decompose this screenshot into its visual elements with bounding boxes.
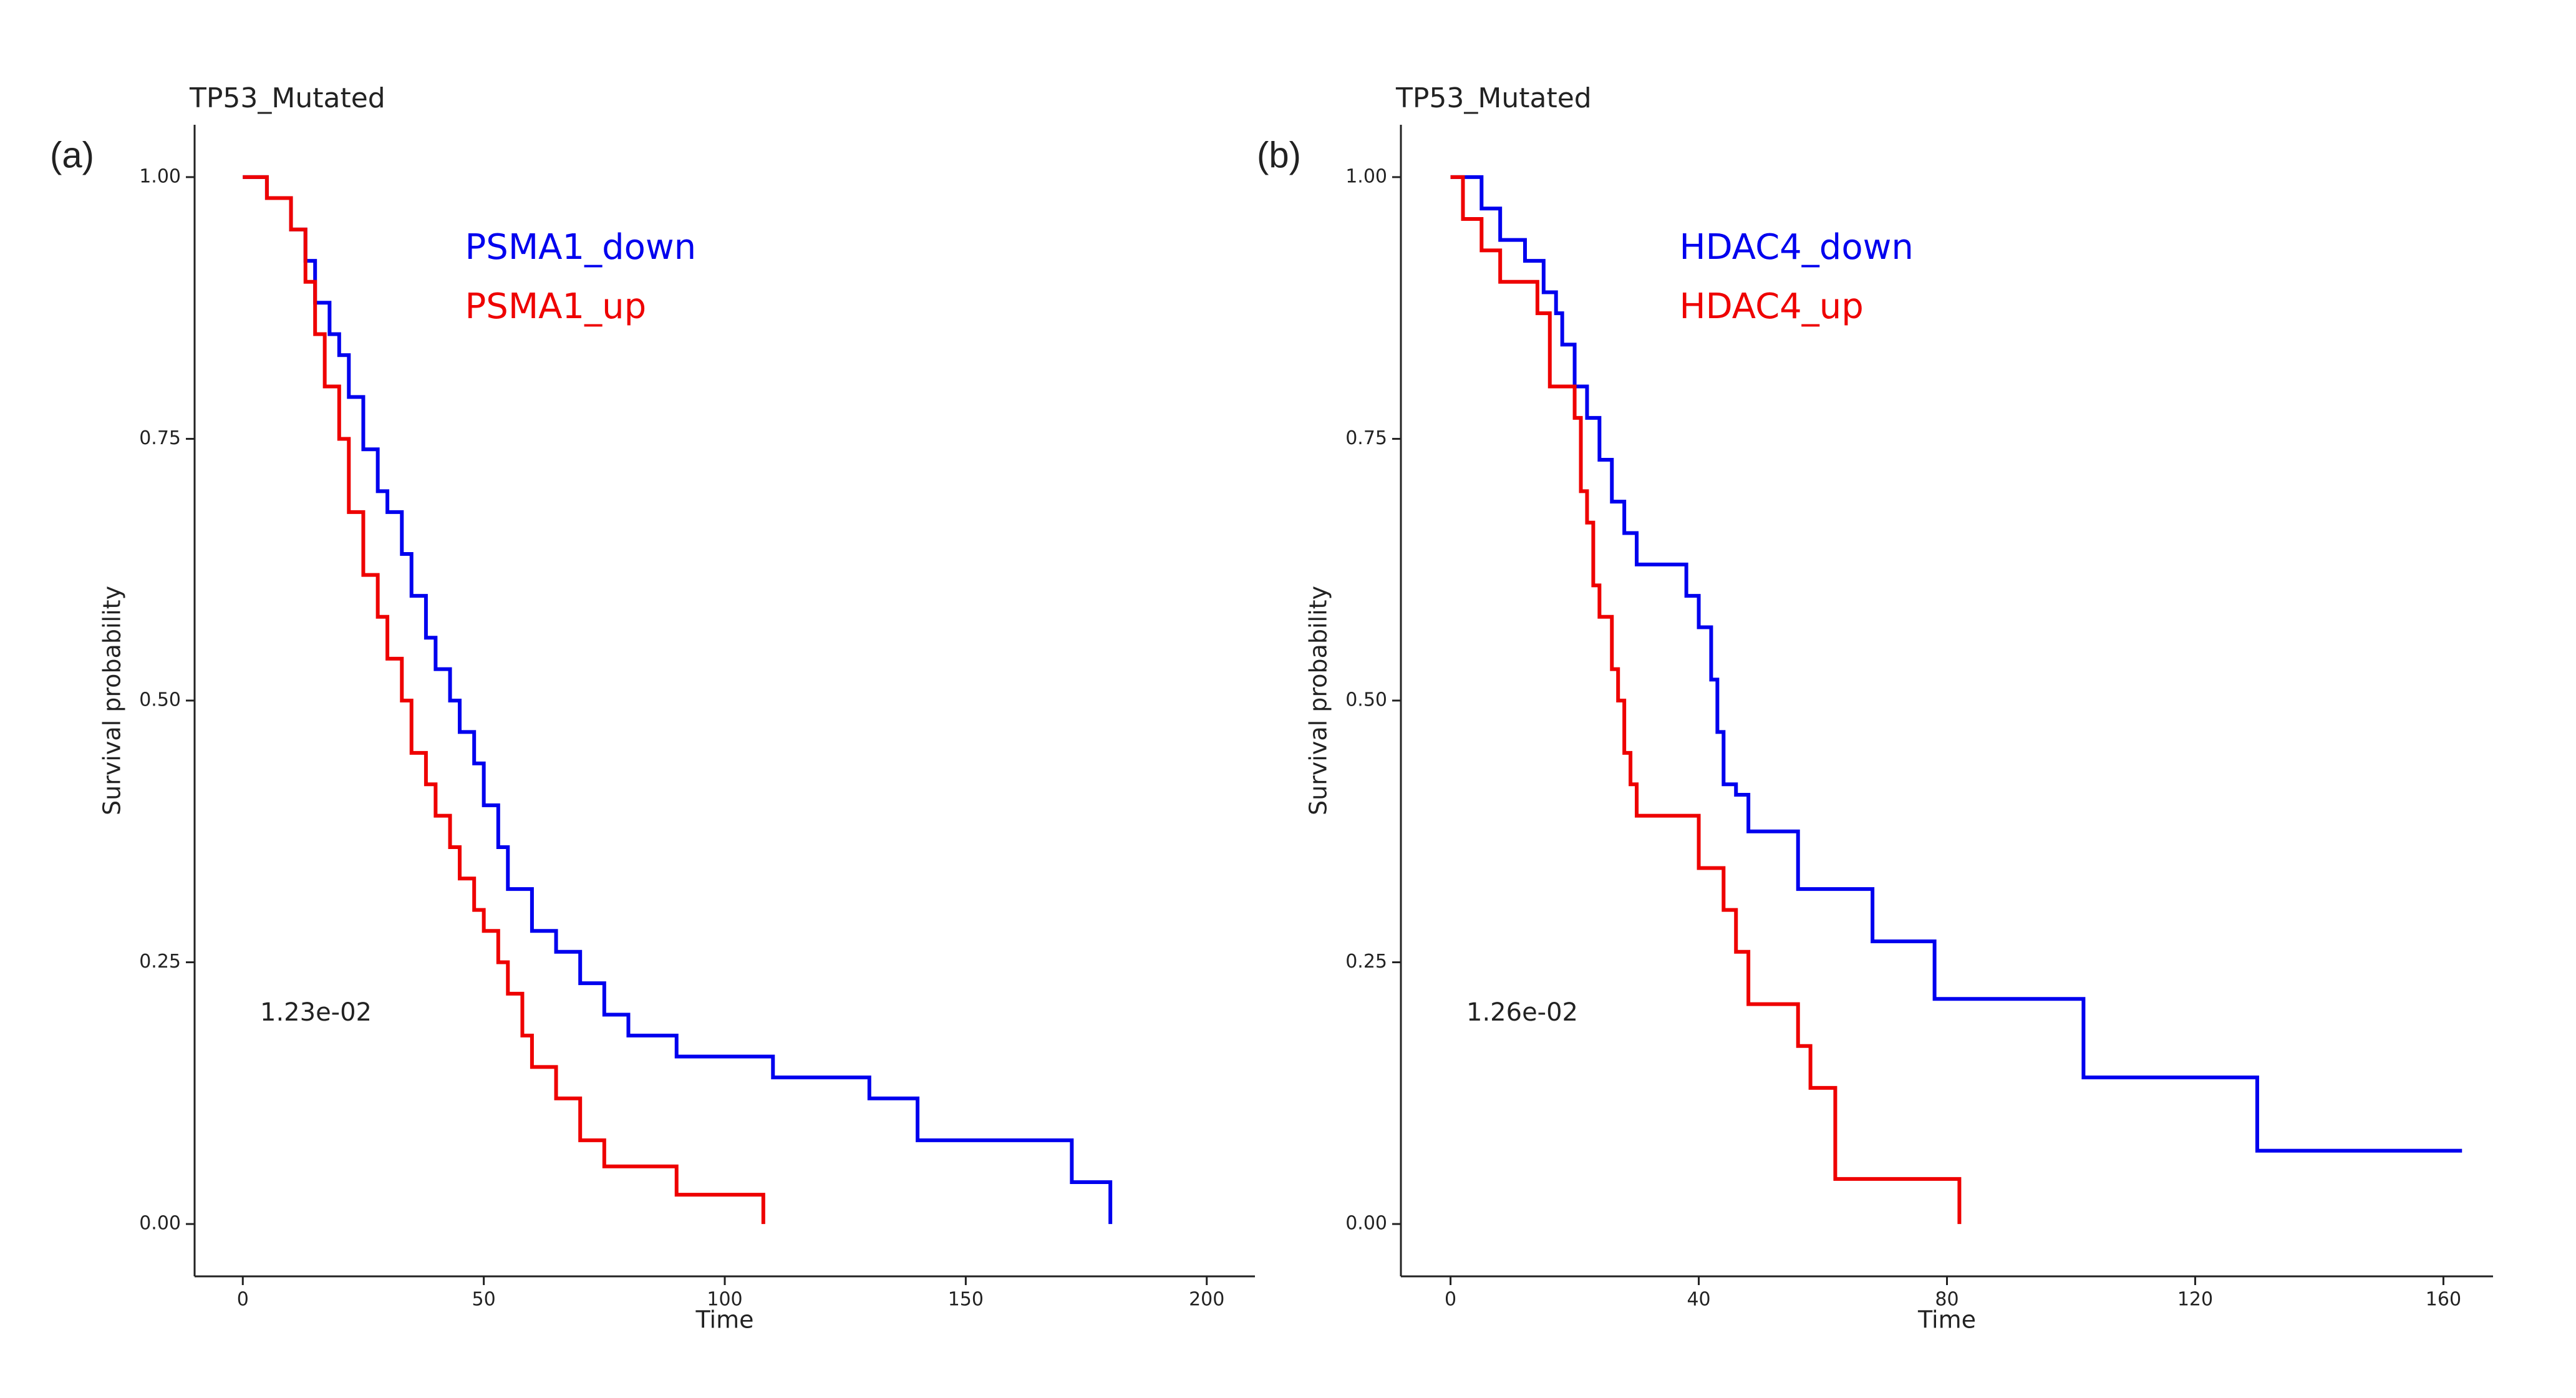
chart-title: TP53_Mutated — [189, 82, 385, 114]
panel-label: (a) — [50, 135, 94, 175]
legend-entry: HDAC4_down — [1680, 227, 1914, 268]
y-tick-label: 1.00 — [139, 165, 181, 187]
x-tick-label: 120 — [2177, 1289, 2213, 1311]
x-tick-label: 0 — [237, 1289, 249, 1311]
p-value: 1.26e-02 — [1466, 998, 1578, 1027]
x-tick-label: 100 — [707, 1289, 742, 1311]
legend-entry: HDAC4_up — [1680, 286, 1864, 327]
y-tick-label: 0.00 — [1345, 1213, 1387, 1235]
x-tick-label: 40 — [1687, 1289, 1710, 1311]
x-tick-label: 80 — [1935, 1289, 1959, 1311]
y-tick-label: 0.25 — [139, 951, 181, 973]
x-axis-label: Time — [1917, 1306, 1976, 1334]
y-tick-label: 0.50 — [1345, 689, 1387, 711]
survival-curve — [1450, 175, 2462, 1153]
x-tick-label: 0 — [1445, 1289, 1456, 1311]
y-tick-label: 0.00 — [139, 1213, 181, 1235]
y-tick-label: 0.75 — [139, 427, 181, 449]
y-axis-label: Survival probability — [99, 586, 126, 815]
legend-entry: PSMA1_down — [465, 227, 697, 268]
x-tick-label: 200 — [1189, 1289, 1224, 1311]
survival-curve — [1450, 175, 1962, 1225]
y-tick-label: 0.50 — [139, 689, 181, 711]
y-tick-label: 0.25 — [1345, 951, 1387, 973]
y-tick-label: 1.00 — [1345, 165, 1387, 187]
x-tick-label: 160 — [2426, 1289, 2461, 1311]
survival-curve — [243, 175, 1113, 1225]
p-value: 1.23e-02 — [260, 998, 372, 1027]
chart-title: TP53_Mutated — [1395, 82, 1592, 114]
y-axis-label: Survival probability — [1305, 586, 1332, 815]
legend-entry: PSMA1_up — [465, 286, 647, 327]
x-tick-label: 50 — [472, 1289, 496, 1311]
survival-curve — [243, 175, 765, 1225]
x-axis-label: Time — [695, 1306, 754, 1334]
panel-label: (b) — [1257, 135, 1301, 175]
y-tick-label: 0.75 — [1345, 427, 1387, 449]
x-tick-label: 150 — [948, 1289, 984, 1311]
